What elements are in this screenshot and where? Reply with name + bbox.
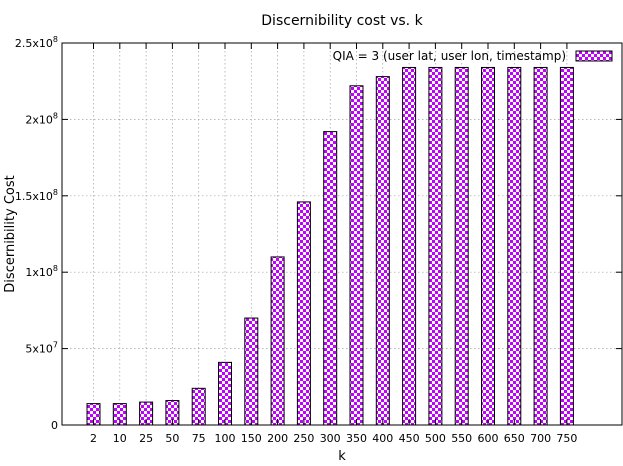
legend-label: QIA = 3 (user lat, user lon, timestamp) xyxy=(333,49,566,63)
x-tick-label: 50 xyxy=(165,432,179,445)
x-tick-label: 700 xyxy=(530,432,551,445)
x-tick-label: 600 xyxy=(478,432,499,445)
bar xyxy=(454,66,469,426)
y-axis-ticks: 0 5x107 1x108 1.5x108 2x108 2.5x108 xyxy=(15,35,622,432)
y-axis-label: Discernibility Cost xyxy=(3,175,18,292)
bar xyxy=(428,66,443,426)
y-tick-label: 2.5x108 xyxy=(15,35,58,50)
x-tick-label: 100 xyxy=(215,432,236,445)
y-tick-label: 5x107 xyxy=(25,341,58,356)
bar xyxy=(533,66,548,426)
y-tick-exponent: 7 xyxy=(53,341,58,350)
y-tick-exponent: 8 xyxy=(53,35,58,44)
x-tick-label: 500 xyxy=(425,432,446,445)
bar xyxy=(218,361,232,426)
x-tick-label: 550 xyxy=(451,432,472,445)
bar xyxy=(481,66,495,426)
x-tick-label: 650 xyxy=(504,432,525,445)
y-tick-label: 2x108 xyxy=(25,111,58,126)
plot-frame xyxy=(61,42,623,426)
bar xyxy=(349,85,364,426)
bar xyxy=(296,201,311,426)
x-tick-label: 150 xyxy=(241,432,262,445)
y-tick-exponent: 8 xyxy=(53,111,58,120)
x-tick-label: 750 xyxy=(556,432,577,445)
x-tick-label: 2 xyxy=(90,432,97,445)
bar xyxy=(402,66,417,426)
bar xyxy=(375,76,390,426)
x-axis-label: k xyxy=(338,449,346,464)
x-tick-label: 300 xyxy=(320,432,341,445)
x-tick-label: 75 xyxy=(192,432,206,445)
y-tick-exponent: 8 xyxy=(53,264,58,273)
x-tick-label: 450 xyxy=(399,432,420,445)
x-axis-ticks: 2 10 25 50 75 100 150 200 250 300 350 400 450 500 550 6… xyxy=(90,43,577,445)
x-tick-label: 200 xyxy=(267,432,288,445)
bar xyxy=(270,256,285,426)
x-tick-label: 25 xyxy=(139,432,153,445)
x-tick-label: 10 xyxy=(113,432,127,445)
y-tick-exponent: 8 xyxy=(53,188,58,197)
legend: QIA = 3 (user lat, user lon, timestamp) xyxy=(333,49,613,63)
bar xyxy=(244,317,259,426)
bars xyxy=(86,66,574,426)
legend-swatch xyxy=(575,50,613,62)
chart-title: Discernibility cost vs. k xyxy=(261,13,423,29)
bar xyxy=(507,66,522,426)
bar xyxy=(559,66,574,426)
x-tick-label: 350 xyxy=(346,432,367,445)
y-tick-label: 1x108 xyxy=(25,264,58,279)
x-tick-label: 400 xyxy=(372,432,393,445)
x-tick-label: 250 xyxy=(293,432,314,445)
bar xyxy=(323,131,338,426)
y-tick-label: 1.5x108 xyxy=(15,188,58,203)
y-tick-label: 0 xyxy=(51,419,58,432)
gridlines xyxy=(62,43,622,425)
